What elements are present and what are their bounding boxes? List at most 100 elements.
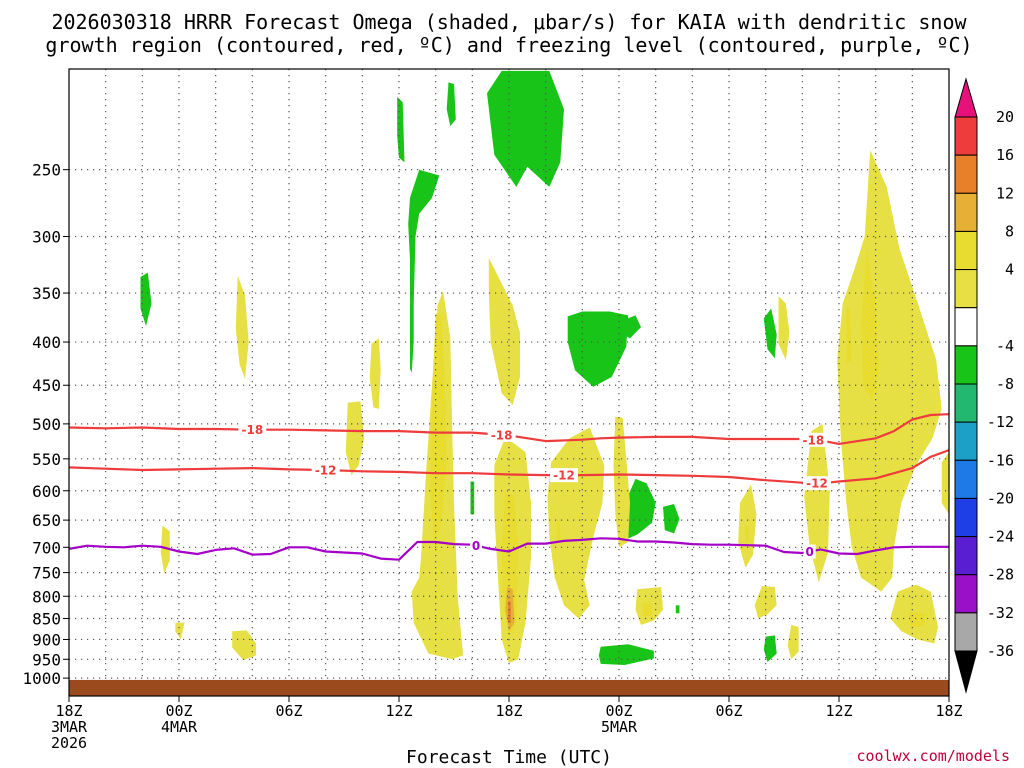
sinking-motion-area-41 [745,525,750,542]
sinking-motion-area-24 [175,622,185,640]
sinking-motion-area-31 [837,150,942,592]
sinking-motion-area-39 [642,603,652,617]
contour-label: 0 [805,545,813,559]
x-tick-label: 12Z [385,702,412,720]
colorbar-swatch [954,345,978,385]
rising-motion-area-5 [619,315,641,339]
sinking-motion-area-25 [232,630,256,661]
sinking-motion-area-40 [556,520,561,540]
contour-label: 0 [472,539,480,553]
sinking-motion-area-35 [501,490,519,640]
contour-label: -18 [491,428,513,442]
rising-motion-area-11 [598,644,654,665]
x-tick-label: 4MAR [161,718,198,736]
x-tick-label: 12Z [825,702,852,720]
colorbar-label: -8 [996,375,1014,393]
site-credit[interactable]: coolwx.com/models [856,747,1010,765]
colorbar-swatch [954,574,978,614]
y-tick-label: 850 [32,609,61,628]
contour-label: -18 [802,433,824,447]
contour-label-bg [238,422,267,437]
omega-colorbar: 20 16 12 8 4 -4 -8 -12 -16 -20 -24 -28 -32 -36 [954,77,1014,694]
chart-title-line2: growth region (contoured, red, ºC) and f… [45,33,972,57]
x-tick-label: 00Z [605,702,632,720]
sinking-motion-area-30 [778,296,790,360]
rising-motion-area-2 [408,169,440,373]
contour-label-bg [799,432,828,447]
sinking-motion-area-33 [941,452,949,515]
y-tick-label: 600 [32,482,61,501]
rising-motion-area-7 [763,308,777,359]
contour-freezing-level [69,537,949,561]
sinking-motion-area-15 [488,257,520,406]
y-tick-label: 950 [32,650,61,669]
ground-surface [69,679,949,696]
colorbar-swatch [954,307,978,347]
rising-motion-area-12 [763,635,777,662]
sinking-motion-area-28 [804,423,830,583]
sinking-motion-area-17 [547,427,605,619]
rising-motion-area-6 [140,272,152,327]
contour-label-bg [487,427,516,442]
y-tick-label: 800 [32,587,61,606]
colorbar-label: -24 [987,528,1014,546]
contour-label-bg [803,476,831,491]
y-tick-label: 500 [32,415,61,434]
colorbar-swatch [954,154,978,194]
x-tick-label: 18Z [935,702,962,720]
contour-label: -12 [553,469,575,483]
contour-label-bg [470,538,482,553]
y-tick-label: 400 [32,333,61,352]
colorbar-top-cap [954,77,978,118]
sinking-motion-area-21 [369,338,381,409]
x-axis-label: Forecast Time (UTC) [406,747,612,768]
contour-label: -18 [241,423,263,437]
rising-motion-area-3 [397,96,405,163]
colorbar-label: 4 [1005,261,1014,279]
colorbar-swatch [954,192,978,232]
y-tick-label: 350 [32,284,61,303]
y-tick-label: 700 [32,538,61,557]
x-tick-label: 06Z [715,702,742,720]
x-tick-label: 3MAR [51,718,88,736]
sinking-motion-area-26 [754,586,777,619]
sinking-motion-area-36 [861,248,880,402]
x-tick-label: 2026 [51,734,87,752]
colorbar-label: -12 [987,413,1014,431]
colorbar-label: 16 [996,146,1014,164]
x-tick-label: 18Z [495,702,522,720]
colorbar-label: -28 [987,566,1014,584]
y-tick-label: 650 [32,511,61,530]
colorbar-label: -20 [987,489,1014,507]
contour-label-bg [803,544,816,559]
x-tick-label: 06Z [275,702,302,720]
contour-isotherm-minus12 [69,449,949,485]
y-tick-label: 300 [32,228,61,247]
rising-motion-area-13 [675,605,680,614]
sinking-motion-area-20 [345,401,365,476]
colorbar-swatch [954,230,978,271]
chart-title-line1: 2026030318 HRRR Forecast Omega (shaded, … [51,10,967,34]
sinking-motion-area-37 [846,308,852,365]
colorbar-swatch [954,421,978,461]
dotted-gridlines [69,69,949,696]
sinking-motion-area-22 [235,275,249,379]
colorbar-swatch [954,536,978,576]
colorbar-bottom-cap [954,650,978,694]
colorbar-swatch [954,497,978,538]
contour-label: -12 [806,477,828,491]
rising-motion-area-4 [446,82,456,127]
rising-motion-area-10 [470,481,475,515]
sinking-motion-area-23 [160,525,170,574]
colorbar-label: -32 [987,604,1014,622]
x-tick-label: 18Z [55,702,82,720]
colorbar-label: 12 [996,184,1014,202]
y-tick-label: 900 [32,630,61,649]
sinking-motion-area-34 [430,313,447,542]
y-tick-label: 750 [32,564,61,583]
colorbar-swatch [954,269,978,309]
omega-shading-layer [140,70,949,665]
sinking-motion-area-38 [908,612,926,627]
